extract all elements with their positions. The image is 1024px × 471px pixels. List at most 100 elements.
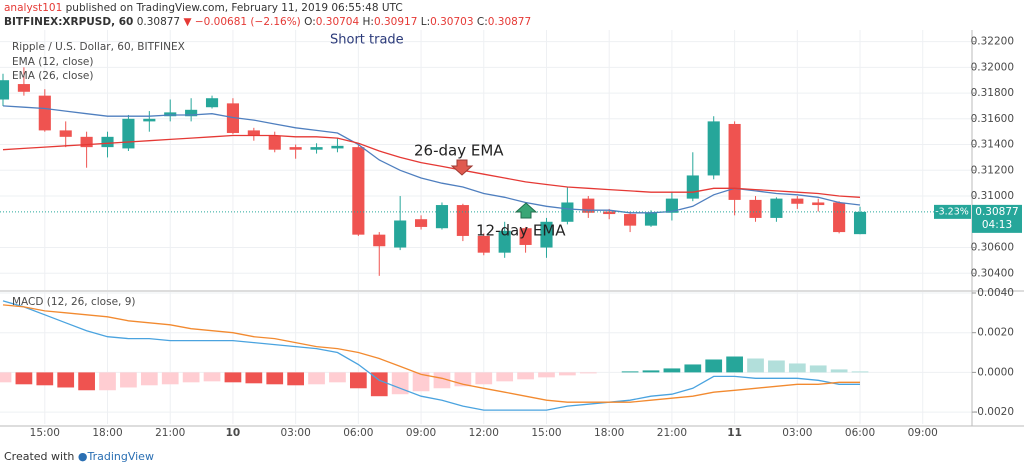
histogram-bar <box>851 371 869 373</box>
x-tick-label: 18:00 <box>594 427 624 439</box>
histogram-bar <box>830 369 848 373</box>
ohlc-value: 0.30703 <box>430 16 474 28</box>
annotation: 12-day EMA <box>476 222 566 240</box>
histogram-bar <box>538 372 555 378</box>
candle-body <box>665 198 678 213</box>
candle-body <box>310 147 323 150</box>
candle-body <box>143 118 156 122</box>
y-tick-label: 0.31000 <box>971 190 1014 202</box>
x-tick-label: 10 <box>226 427 241 439</box>
chart-title: Ripple / U.S. Dollar, 60, BITFINEX <box>12 41 185 53</box>
legend-entry: EMA (26, close) <box>12 70 94 82</box>
publish-line: analyst101 published on TradingView.com,… <box>4 1 531 15</box>
histogram-bar <box>349 372 367 389</box>
candle-body <box>644 212 658 226</box>
macd-title: MACD (12, 26, close, 9) <box>12 296 135 308</box>
x-tick-label: 03:00 <box>281 427 311 439</box>
x-tick-label: 11 <box>727 427 742 439</box>
annotation: 26-day EMA <box>414 142 504 160</box>
ohlc-value: 0.30917 <box>373 16 418 28</box>
quote-line: BITFINEX:XRPUSD, 60 0.30877 ▼ −0.00681 (… <box>4 15 531 29</box>
candle-body <box>791 198 804 204</box>
change-badge <box>934 204 971 219</box>
histogram-bar <box>0 372 12 383</box>
ohlc-label: L: <box>420 16 431 28</box>
histogram-bar <box>224 372 242 383</box>
legend-entry: EMA (12, close) <box>12 56 94 68</box>
candle-body <box>624 214 637 226</box>
candle-body <box>707 121 720 176</box>
candle-body <box>205 98 219 108</box>
histogram-bar <box>621 371 639 373</box>
ohlc: O:0.30704 H:0.30917 L:0.30703 C:0.30877 <box>304 16 531 28</box>
price: 0.30877 <box>136 16 181 28</box>
ohlc-label: H: <box>362 16 374 28</box>
histogram-bar <box>559 372 576 376</box>
histogram-bar <box>579 372 597 374</box>
candle-body <box>268 135 281 150</box>
y-tick-label: 0.31600 <box>971 113 1014 125</box>
price-label: 0.30877 <box>975 206 1018 218</box>
candle-body <box>122 118 135 149</box>
histogram-bar <box>747 358 764 373</box>
line-series <box>2 105 861 214</box>
candle-body <box>728 123 741 200</box>
candle-body <box>0 80 10 100</box>
histogram-bar <box>517 372 534 380</box>
change: ▼ −0.00681 (−2.16%) <box>183 16 301 28</box>
histogram-bar <box>642 370 660 373</box>
x-tick-label: 21:00 <box>155 427 185 439</box>
histogram-bar <box>496 372 514 382</box>
y-tick-label: 0.30400 <box>971 267 1014 279</box>
histogram-bar <box>788 363 806 373</box>
chart: Ripple / U.S. Dollar, 60, BITFINEX EMA (… <box>0 30 1024 439</box>
x-tick-label: 15:00 <box>531 427 561 439</box>
histogram-bar <box>370 372 388 397</box>
histogram-bar <box>412 372 430 392</box>
candle-body <box>603 211 616 215</box>
histogram-bar <box>329 372 346 383</box>
y-tick-label: 0.32200 <box>971 36 1014 48</box>
candle-body <box>686 175 699 199</box>
candle-body <box>164 112 177 117</box>
line-series <box>2 304 860 403</box>
x-tick-label: 21:00 <box>657 427 687 439</box>
buy-arrow <box>514 202 538 219</box>
histogram-bar <box>15 372 33 385</box>
candle-body <box>812 202 825 206</box>
histogram-bar <box>308 372 325 385</box>
x-tick-label: 18:00 <box>92 427 122 439</box>
candle-body <box>582 198 595 213</box>
candle-body <box>331 145 344 149</box>
histogram-bar <box>663 368 681 373</box>
candle-body <box>435 205 449 229</box>
countdown-label: 04:13 <box>982 219 1012 231</box>
y-tick-label: 0.0040 <box>977 287 1014 299</box>
candle-body <box>477 235 490 253</box>
candle-body <box>770 198 783 218</box>
candle-body <box>540 221 553 248</box>
change-label: -3.23% <box>935 206 969 217</box>
y-tick-label: 0.30600 <box>971 242 1014 254</box>
candle-body <box>289 147 302 150</box>
x-tick-label: 09:00 <box>406 427 436 439</box>
histogram-bar <box>475 372 493 385</box>
ohlc-label: O: <box>304 16 316 28</box>
y-tick-label: -0.0020 <box>973 406 1014 418</box>
candle-body <box>352 147 365 235</box>
footer-brand: TradingView <box>87 450 154 463</box>
x-tick-label: 09:00 <box>908 427 938 439</box>
candle-body <box>749 199 762 218</box>
histogram-bar <box>287 372 305 386</box>
histogram-bar <box>36 372 54 386</box>
annotation: Short trade <box>330 33 404 48</box>
candle-body <box>59 130 72 137</box>
histogram-bar <box>705 359 723 373</box>
published: published on TradingView.com, February 1… <box>65 2 403 14</box>
y-tick-label: 0.32000 <box>971 61 1014 73</box>
histogram-bar <box>120 372 137 388</box>
y-tick-label: 0.31800 <box>971 87 1014 99</box>
ohlc-value: 0.30877 <box>487 16 532 28</box>
histogram-bar <box>266 372 284 385</box>
